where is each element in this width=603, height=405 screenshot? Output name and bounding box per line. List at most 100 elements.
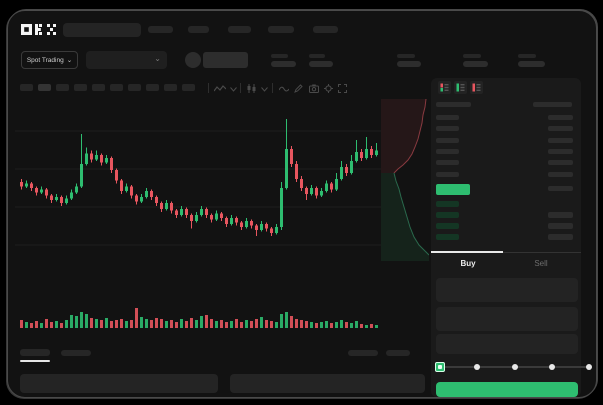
candle-body [240, 222, 243, 227]
timeframe-pill-6[interactable] [110, 84, 123, 91]
candle-style-icon[interactable] [247, 84, 256, 93]
candle-body [180, 209, 183, 215]
ask-row[interactable] [431, 148, 581, 155]
amount-field[interactable] [436, 307, 578, 331]
timeframe-pill-8[interactable] [146, 84, 159, 91]
ask-price-bar [436, 115, 459, 120]
market-mode-dropdown[interactable]: Spot Trading ⌄ [21, 51, 78, 69]
order-book-panel: Buy Sell [431, 78, 592, 397]
timeframe-pill-10[interactable] [182, 84, 195, 91]
timeframe-pill-9[interactable] [164, 84, 177, 91]
volume-bar [95, 319, 98, 328]
volume-bar [200, 316, 203, 328]
bid-price-bar [436, 201, 459, 207]
draw-pencil-icon[interactable] [294, 84, 303, 93]
volume-bar [345, 322, 348, 328]
candle-body [125, 186, 128, 191]
volume-bar [165, 321, 168, 328]
volume-bar [315, 323, 318, 328]
candle-body [270, 228, 273, 233]
slider-stop[interactable] [586, 364, 592, 370]
bid-row[interactable] [431, 223, 581, 229]
ask-row[interactable] [431, 137, 581, 144]
slider-stop[interactable] [511, 364, 518, 370]
stat-value-2 [309, 61, 333, 67]
volume-bar [215, 321, 218, 328]
candle-body [210, 215, 213, 220]
line-chart-icon[interactable] [279, 86, 289, 92]
timeframe-pill-7[interactable] [128, 84, 141, 91]
chart-bottom-tab-1[interactable] [20, 349, 50, 356]
volume-bar [295, 319, 298, 328]
volume-bar [290, 316, 293, 328]
gear-icon[interactable] [324, 84, 333, 93]
timeframe-pill-3[interactable] [56, 84, 69, 91]
volume-bar [275, 322, 278, 328]
chevron-down-icon[interactable] [230, 87, 237, 92]
slider-stop[interactable] [548, 364, 555, 370]
timeframe-pill-2[interactable] [38, 84, 51, 91]
volume-bar [270, 321, 273, 328]
ask-row[interactable] [431, 115, 581, 121]
bid-row[interactable] [431, 234, 581, 240]
indicator-icon[interactable] [214, 85, 226, 93]
volume-bar [230, 321, 233, 328]
volume-bar [265, 320, 268, 328]
ask-row[interactable] [431, 126, 581, 132]
stat-label-2 [309, 54, 325, 58]
coin-avatar[interactable] [185, 52, 201, 68]
nav-item-1[interactable] [148, 26, 173, 33]
volume-bar [180, 319, 183, 328]
tab-sell[interactable]: Sell [534, 259, 548, 268]
candle-body [170, 203, 173, 211]
bids-depth-area [381, 173, 429, 261]
fullscreen-icon[interactable] [338, 84, 347, 93]
market-mode-label: Spot Trading [26, 56, 64, 64]
nav-item-4[interactable] [268, 26, 294, 33]
bid-row[interactable] [431, 212, 581, 218]
search-input[interactable] [63, 23, 141, 37]
total-field[interactable] [436, 334, 578, 354]
buy-submit-button[interactable] [436, 382, 578, 397]
nav-item-2[interactable] [188, 26, 209, 33]
volume-bar [190, 318, 193, 328]
volume-bar [90, 318, 93, 328]
slider-stop[interactable] [474, 364, 481, 370]
slider-handle[interactable] [435, 362, 445, 372]
candlestick-chart[interactable] [15, 97, 381, 333]
candle-body [360, 152, 363, 158]
volume-bar [175, 322, 178, 328]
asks-depth-area [381, 99, 426, 173]
volume-bar [335, 322, 338, 328]
volume-bar [85, 314, 88, 328]
asks-book-icon[interactable] [470, 81, 483, 94]
pair-dropdown[interactable]: ⌄ [86, 51, 167, 69]
last-price-row[interactable] [431, 183, 581, 195]
tab-buy[interactable]: Buy [460, 259, 476, 268]
candle-body [365, 149, 368, 158]
price-field[interactable] [436, 278, 578, 302]
bid-amount-bar [548, 223, 573, 229]
chevron-down-icon[interactable] [261, 87, 268, 92]
timeframe-pill-4[interactable] [74, 84, 87, 91]
volume-bar [155, 318, 158, 328]
last-price-bar [436, 183, 470, 195]
ask-row[interactable] [431, 171, 581, 178]
bid-row[interactable] [431, 201, 581, 207]
okx-logo [21, 24, 56, 35]
nav-item-5[interactable] [313, 26, 338, 33]
volume-bar [325, 321, 328, 328]
bottom-panel-right [230, 374, 425, 393]
ask-row[interactable] [431, 160, 581, 166]
combined-book-icon[interactable] [438, 81, 451, 94]
volume-bar [260, 317, 263, 328]
active-tab-underline [20, 360, 50, 362]
camera-icon[interactable] [309, 84, 319, 93]
nav-item-3[interactable] [228, 26, 251, 33]
volume-bar [195, 320, 198, 328]
bids-book-icon[interactable] [454, 81, 467, 94]
timeframe-pill-5[interactable] [92, 84, 105, 91]
chart-bottom-tab-2[interactable] [61, 350, 91, 356]
timeframe-pill-1[interactable] [20, 84, 33, 91]
candle-body [185, 209, 188, 215]
